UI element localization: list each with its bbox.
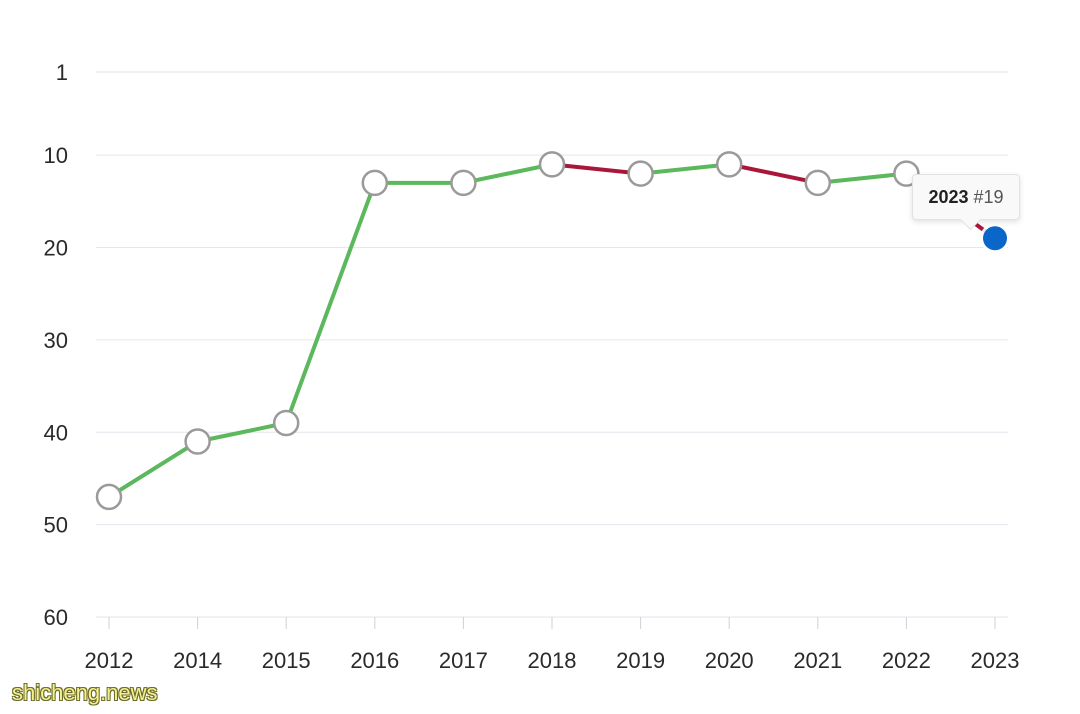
data-point [538,151,566,178]
x-tick-label: 2018 [528,648,577,673]
x-tick-label: 2012 [85,648,134,673]
series-segment [195,421,289,444]
y-tick-label: 10 [44,143,68,168]
y-tick-label: 50 [44,513,68,538]
series-segment [815,171,909,185]
data-point [361,169,389,197]
series-segment [107,439,200,499]
watermark: shicheng.news [12,680,158,705]
data-point-highlight [983,226,1007,251]
series-segment [638,162,732,176]
data-point [450,169,477,197]
series-segment [284,180,377,426]
x-tick-label: 2017 [439,648,488,673]
data-point [627,160,654,187]
x-tick-label: 2016 [350,648,399,673]
data-point [715,151,743,178]
y-tick-label: 40 [44,420,68,445]
data-point [272,409,300,437]
y-tick-label: 30 [44,328,68,353]
data-point [95,483,123,511]
data-point [184,428,211,455]
series-segment [461,162,554,185]
y-tick-label: 20 [44,236,68,261]
x-tick-label: 2023 [971,648,1020,673]
x-tick-label: 2015 [262,648,311,673]
tooltip-rank: #19 [973,186,1004,207]
data-point [804,169,832,197]
data-tooltip: 2023 #19 [912,174,1020,220]
series-segment [550,162,643,176]
y-tick-label: 1 [56,60,68,85]
x-tick-label: 2014 [173,648,222,673]
x-tick-label: 2022 [882,648,931,673]
x-tick-label: 2021 [793,648,842,673]
x-tick-label: 2020 [705,648,754,673]
y-tick-label: 60 [44,605,68,630]
x-tick-label: 2019 [616,648,665,673]
tooltip-year: 2023 [928,186,969,207]
series-segment [727,162,820,185]
